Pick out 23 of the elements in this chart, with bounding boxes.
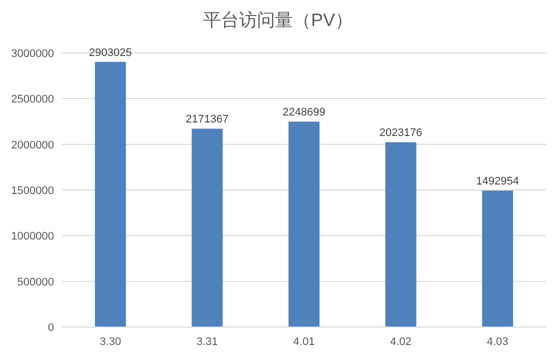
bar [288, 122, 320, 327]
y-tick-label: 2500000 [11, 94, 54, 106]
bar [192, 128, 223, 327]
data-label: 2023176 [379, 127, 422, 140]
x-tick-label: 3.31 [196, 336, 218, 348]
bar [482, 190, 514, 327]
data-label: 2171367 [186, 114, 229, 126]
x-tick-label: 4.03 [486, 336, 508, 348]
x-tick-label: 4.01 [293, 336, 315, 348]
y-tick-label: 1000000 [11, 230, 54, 243]
bar [385, 142, 416, 327]
bar [94, 62, 126, 327]
y-tick-label: 1500000 [11, 185, 54, 197]
x-tick-label: 3.30 [100, 336, 122, 348]
y-tick-label: 0 [48, 322, 54, 334]
y-tick-label: 2000000 [11, 139, 54, 152]
chart-title: 平台访问量（PV） [202, 10, 354, 30]
x-tick-label: 4.02 [390, 336, 412, 348]
data-label: 1492954 [476, 176, 520, 188]
y-tick-label: 3000000 [11, 48, 54, 60]
data-label: 2903025 [88, 46, 132, 59]
y-tick-label: 500000 [17, 276, 54, 288]
data-label: 2248699 [282, 106, 326, 119]
